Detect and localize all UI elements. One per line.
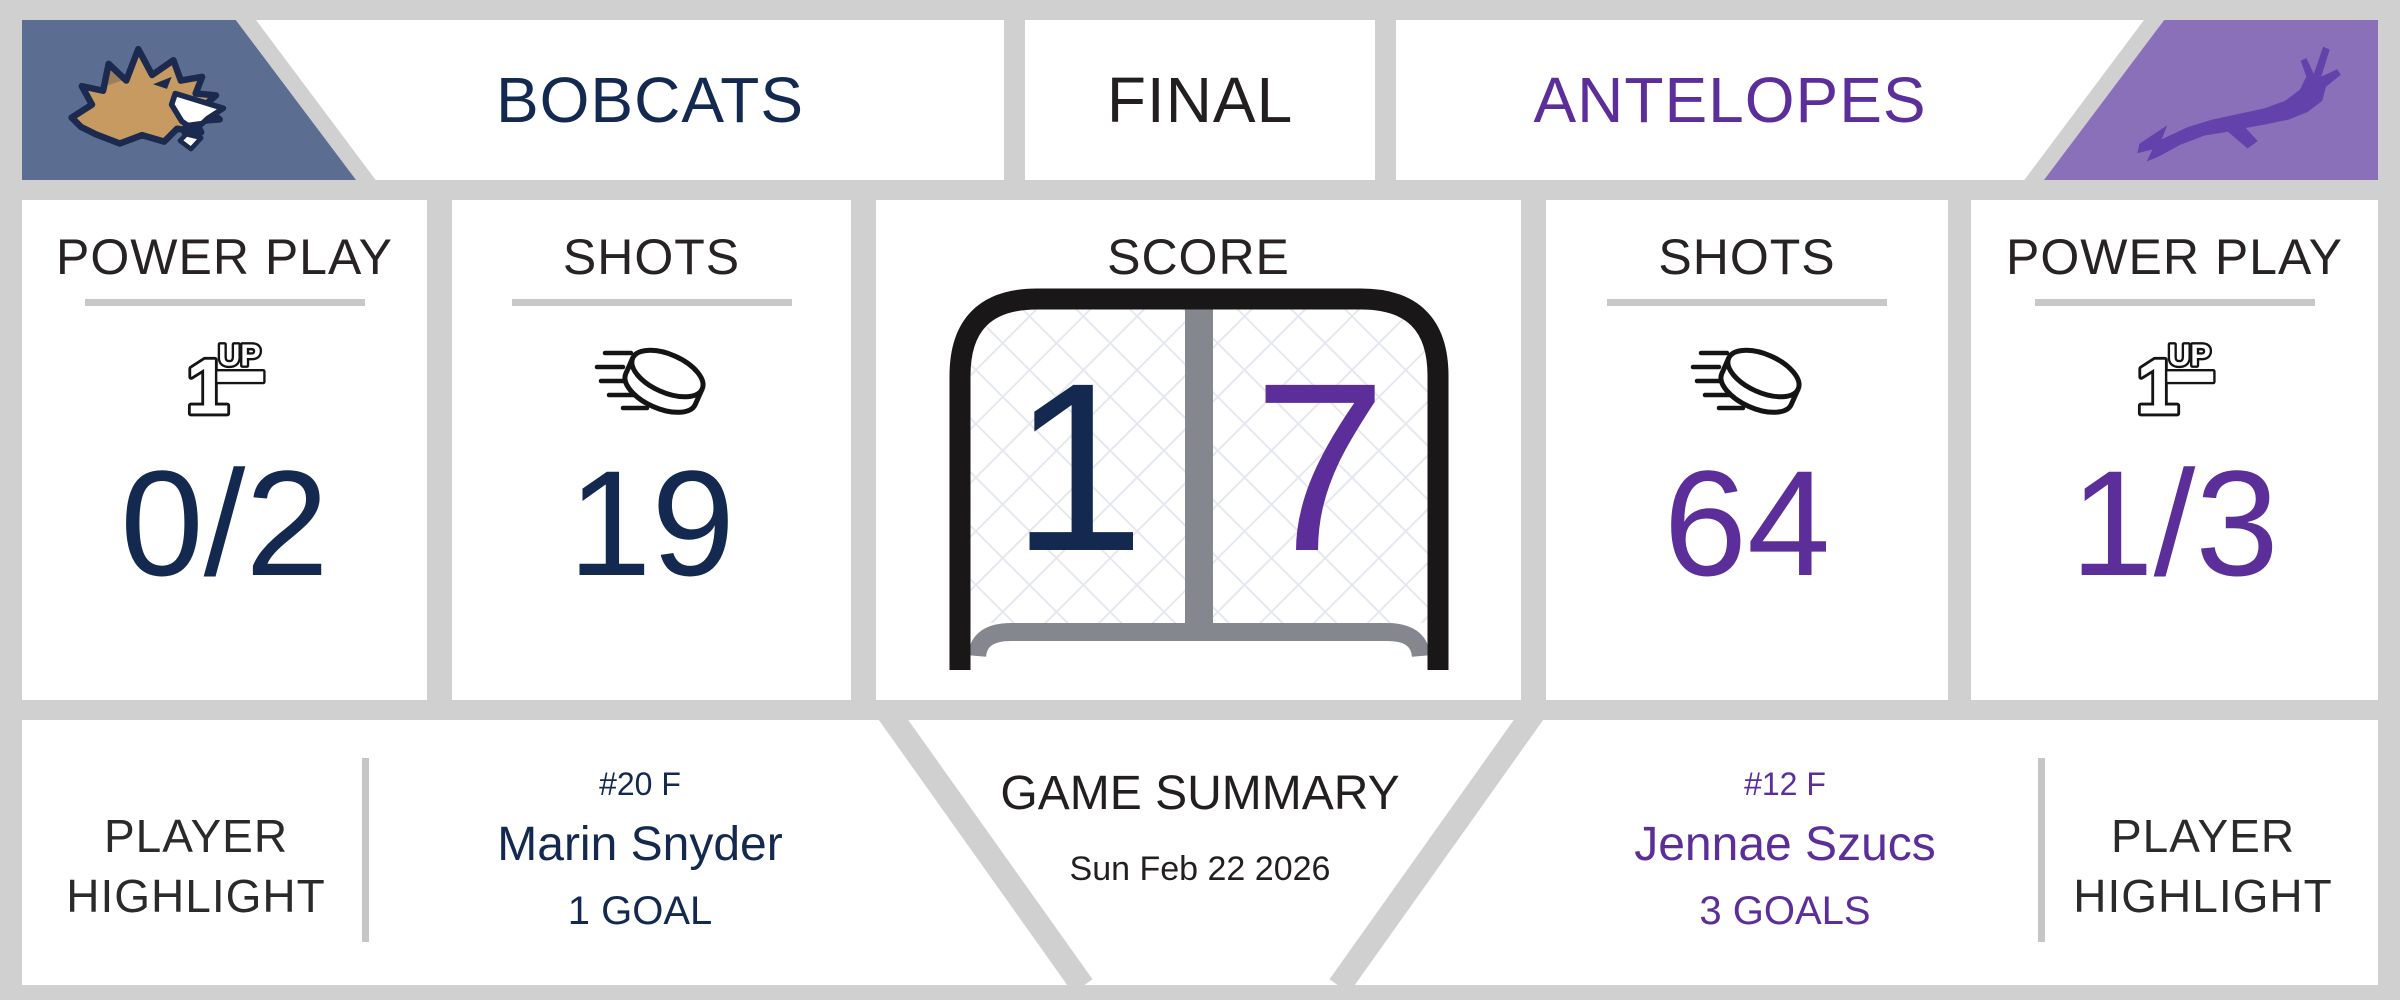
flying-hockey-puck-icon [589,330,714,430]
divider [84,299,365,306]
one-up-icon: 1 UP [182,330,268,430]
away-player-highlight-label: PLAYER HIGHLIGHT [2023,806,2383,926]
game-date: Sun Feb 22 2026 [1069,850,1331,888]
game-summary-block: GAME SUMMARY Sun Feb 22 2026 [1000,766,1399,890]
home-shots-value: 19 [568,439,735,607]
away-power-play-panel: POWER PLAY 1 UP 1/3 [1971,200,2378,700]
game-status: FINAL [1106,64,1294,136]
away-player-position: #12 F [1744,766,1826,802]
home-player-stat: 1 GOAL [567,889,713,933]
home-team-name: BOBCATS [495,64,805,136]
away-power-play-value: 1/3 [2070,439,2279,607]
flying-hockey-puck-icon [1685,330,1810,430]
game-summary-title: GAME SUMMARY [1000,767,1400,820]
home-player-block: #20 F Marin Snyder 1 GOAL [440,764,840,936]
highlight-label-line1: PLAYER [103,810,289,862]
home-shots-panel: SHOTS 19 [452,200,851,700]
divider [1607,299,1887,306]
home-team-name-panel: BOBCATS [256,20,1004,180]
divider [2038,758,2045,942]
hockey-goal-net-icon: 1 7 [949,288,1449,675]
home-power-play-panel: POWER PLAY 1 UP 0/2 [22,200,427,700]
away-shots-value: 64 [1663,439,1831,607]
highlight-label-line2: HIGHLIGHT [2073,870,2333,922]
away-shots-panel: SHOTS 64 [1546,200,1948,700]
svg-text:UP: UP [2168,339,2210,373]
home-score: 1 [1011,333,1144,601]
away-player-stat: 3 GOALS [1699,889,1871,933]
pronghorn-antelope-icon [2137,46,2341,162]
svg-text:UP: UP [218,339,260,373]
one-up-icon: 1 UP [2132,330,2218,430]
score-panel: SCORE 1 7 [876,200,1521,700]
highlight-label-line2: HIGHLIGHT [66,870,326,922]
away-player-block: #12 F Jennae Szucs 3 GOALS [1585,764,1985,936]
bottom-band: PLAYER HIGHLIGHT #20 F Marin Snyder 1 GO… [22,720,2378,985]
home-player-highlight-label: PLAYER HIGHLIGHT [22,806,370,926]
away-team-name: ANTELOPES [1533,64,1927,136]
score-title: SCORE [1107,229,1290,285]
svg-text:1: 1 [2135,342,2179,428]
home-player-name: Marin Snyder [497,818,783,871]
away-shots-title: SHOTS [1658,229,1836,285]
away-power-play-title: POWER PLAY [2006,229,2343,285]
home-power-play-title: POWER PLAY [56,229,393,285]
home-player-position: #20 F [599,766,681,802]
away-score: 7 [1253,333,1386,601]
divider [362,758,369,942]
home-power-play-value: 0/2 [120,439,329,607]
divider [2034,299,2315,306]
divider [511,299,792,306]
away-team-name-panel: ANTELOPES [1396,20,2144,180]
highlight-label-line1: PLAYER [2110,810,2296,862]
home-shots-title: SHOTS [562,229,741,285]
bobcat-head-icon [68,45,227,152]
game-status-panel: FINAL [1025,20,1375,180]
away-player-name: Jennae Szucs [1634,818,1936,871]
